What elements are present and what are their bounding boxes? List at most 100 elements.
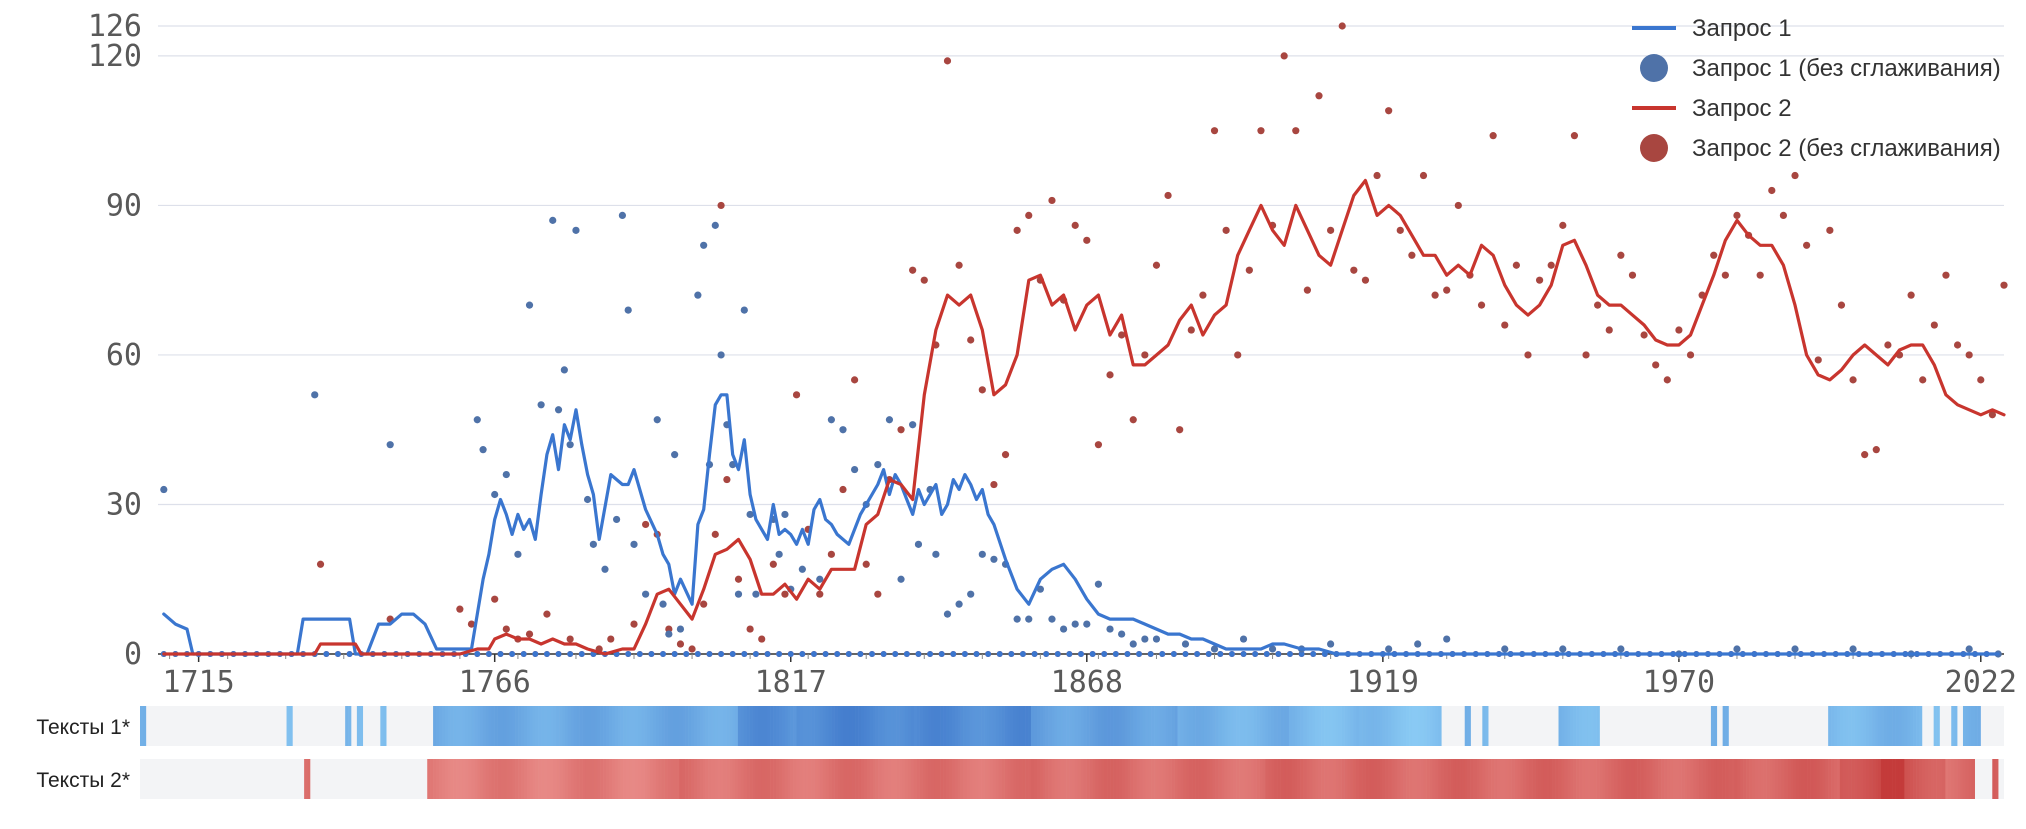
strip-density-cell [1268,759,1272,799]
strip-density-cell [1121,759,1126,799]
strip-density-cell [506,759,510,799]
strip-density-cell [808,706,812,746]
strip-density-cell [512,706,516,746]
strip-density-cell [1640,759,1644,799]
strip-density-cell [1895,759,1899,799]
strip-density-cell [1124,706,1128,746]
strip-density-cell [799,759,803,799]
series-2-raw-point [2000,281,2008,289]
series-1-baseline-dot [857,651,864,657]
strip-density-cell [1787,759,1791,799]
strip-density-cell [307,759,311,799]
strip-density-cell [767,706,771,746]
strip-density-cell [1406,759,1410,799]
strip-density-cell [919,759,923,799]
strip-density-cell [1971,706,1975,746]
strip-density-cell [913,706,917,746]
strip-density-cell [1089,759,1093,799]
strip-density-cell [951,706,956,746]
series-2-raw-point [1083,236,1091,244]
strip-density-cell [1060,706,1064,746]
strip-density-cell [1836,759,1841,799]
strip-density-cell [1901,706,1905,746]
strip-density-cell [1324,706,1328,746]
strip-density-cell [1403,759,1407,799]
strip-density-cell [503,759,507,799]
strip-density-cell [1839,759,1844,799]
series-1-baseline-dot [706,651,713,657]
strip-density-cell [1256,759,1260,799]
strip-density-cell [547,759,551,799]
series-1-baseline-dot [694,651,701,657]
series-2-raw-point [607,635,615,643]
strip-density-cell [532,759,536,799]
strip-density-cell [987,706,991,746]
strip-density-cell [1133,759,1137,799]
series-1-raw-point [630,540,638,548]
series-2-raw-point [566,635,574,643]
series-1-baseline-dot [834,651,841,657]
series-2-raw-point [543,610,551,618]
strip-density-cell [1549,759,1553,799]
series-1-baseline-dot [660,651,667,657]
strip-density-cell [585,706,589,746]
strip-density-cell [1069,759,1073,799]
strip-density-cell [1496,759,1501,799]
series-1-raw-point [1965,645,1973,653]
strip-density-cell [940,759,944,799]
strip-density-cell [611,706,616,746]
strip-density-cell [617,706,621,746]
strip-density-cell [1250,706,1255,746]
series-1-raw-point [589,540,597,548]
strip-density-cell [711,706,715,746]
strip-density-cell [503,706,507,746]
strip-density-cell [1365,759,1369,799]
series-2-raw-point [1176,426,1184,434]
strip-density-cell [910,759,915,799]
strip-density-cell [1370,759,1375,799]
series-1-raw-point [676,625,685,633]
series-2-raw-point [1512,261,1520,269]
series-1-baseline-dot [810,651,817,657]
strip-density-cell [1209,759,1213,799]
strip-density-cell [1239,759,1243,799]
strip-density-cell [1274,759,1278,799]
strip-density-cell [670,706,674,746]
series-2-raw-point [1907,291,1915,299]
strip-density-cell [1757,759,1762,799]
strip-density-cell [567,706,572,746]
strip-density-cell [1124,759,1128,799]
strip-density-cell [1713,759,1718,799]
series-2-raw-point [1814,356,1822,364]
strip-density-cell [1699,759,1703,799]
strip-density-cell [1499,759,1504,799]
strip-density-cell [345,706,349,746]
strip-density-cell [623,759,627,799]
strip-density-cell [471,759,475,799]
strip-density-cell [840,759,844,799]
strip-density-cell [1045,706,1049,746]
strip-density-cell [1778,759,1782,799]
series-1-raw-point [775,550,783,558]
strip-density-cell [1142,759,1146,799]
strip-density-cell [1206,759,1211,799]
strip-density-cell [1004,759,1008,799]
strip-density-cell [556,706,560,746]
strip-density-cell [1127,706,1131,746]
strip-density-cell [1863,706,1867,746]
strip-density-cell [1294,759,1298,799]
series-2-raw-point [1756,271,1764,279]
strip-density-cell [1417,759,1422,799]
strip-density-cell [734,759,739,799]
strip-density-cell [576,759,580,799]
strip-density-cell [1719,759,1723,799]
series-2-raw-point [816,590,824,598]
series-1-raw-point [560,366,568,374]
strip-density-cell [1288,759,1293,799]
strip-density-cell [1250,759,1255,799]
strip-density-cell [793,706,797,746]
strip-density-cell [553,706,557,746]
series-1-baseline-dot [1310,651,1317,657]
series-1-baseline-dot [532,651,539,657]
series-1-raw-point [659,600,667,608]
